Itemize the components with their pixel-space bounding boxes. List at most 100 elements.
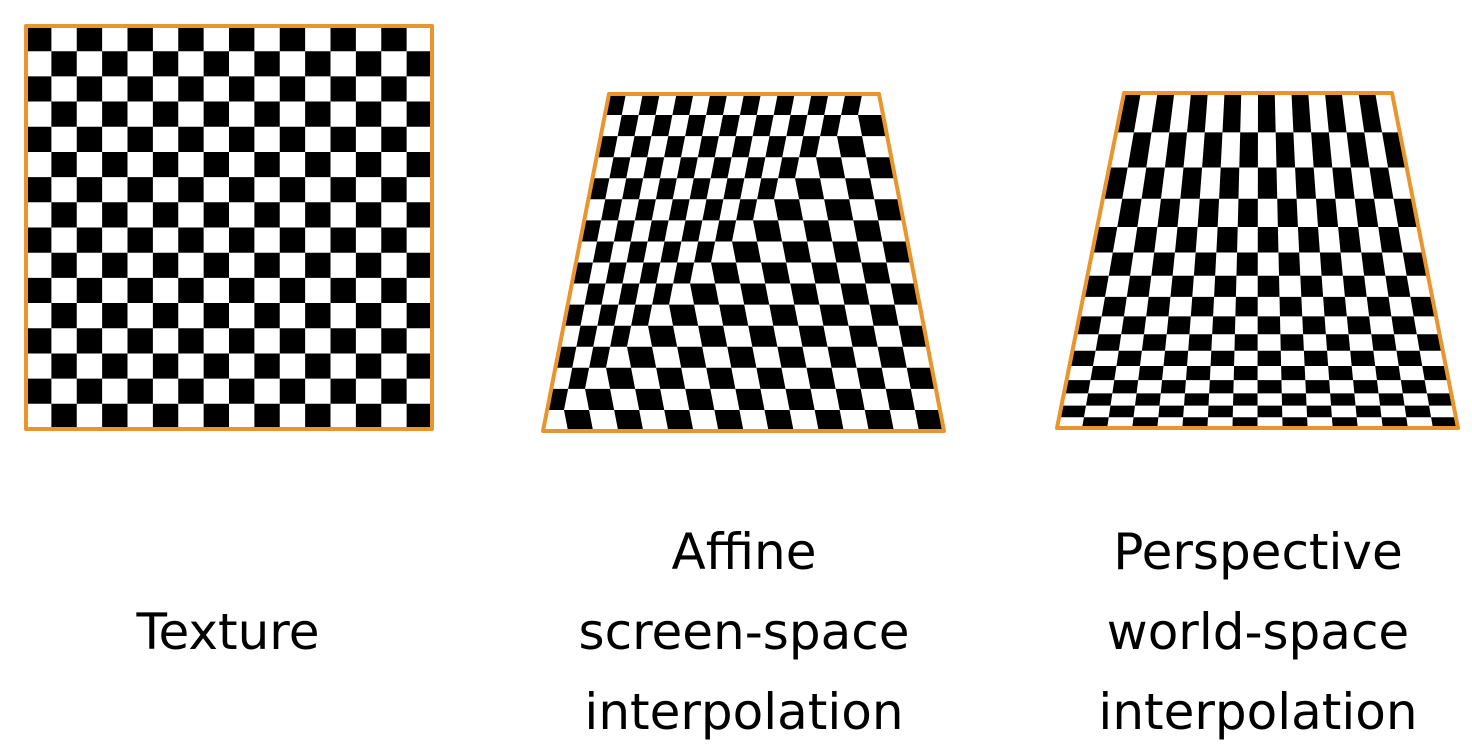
affine-dark-square <box>668 199 690 221</box>
texture-dark-square <box>355 202 382 228</box>
perspective-dark-square <box>1134 393 1161 406</box>
affine-caption: Affine screen-space interpolation <box>543 512 945 752</box>
texture-dark-square <box>355 403 382 429</box>
perspective-dark-square <box>1075 316 1102 335</box>
affine-dark-square <box>718 115 740 137</box>
texture-dark-square <box>330 378 356 404</box>
perspective-dark-square <box>1431 417 1458 428</box>
texture-dark-square <box>279 76 306 102</box>
texture-dark-square <box>203 202 229 228</box>
affine-dark-square <box>589 346 611 368</box>
perspective-dark-square <box>1239 132 1258 168</box>
affine-dark-square <box>597 304 619 326</box>
affine-dark-square <box>655 178 677 200</box>
perspective-dark-square <box>1174 227 1198 253</box>
texture-dark-square <box>305 202 331 228</box>
texture-dark-square <box>229 328 255 354</box>
texture-dark-square <box>127 76 153 102</box>
perspective-dark-square <box>1282 417 1308 428</box>
affine-dark-square <box>764 409 794 431</box>
perspective-dark-square <box>1219 167 1240 199</box>
affine-dark-square <box>744 157 766 179</box>
texture-dark-square <box>305 303 331 329</box>
texture-dark-square <box>203 51 229 77</box>
texture-dark-square <box>406 252 432 278</box>
perspective-dark-square <box>1422 365 1449 381</box>
texture-dark-square <box>127 378 153 404</box>
affine-dark-square <box>681 220 703 242</box>
texture-dark-square <box>355 101 382 127</box>
affine-dark-square <box>664 409 694 431</box>
affine-dark-square <box>617 115 639 137</box>
texture-dark-square <box>178 76 204 102</box>
affine-dark-square <box>811 262 841 284</box>
affine-dark-square <box>727 346 757 368</box>
affine-dark-square <box>547 388 569 410</box>
texture-dark-square <box>127 126 153 152</box>
perspective-dark-square <box>1385 275 1411 297</box>
texture-dark-square <box>330 227 356 253</box>
perspective-dark-square <box>1126 275 1152 297</box>
texture-dark-square <box>102 51 128 77</box>
affine-dark-square <box>848 325 878 347</box>
affine-dark-square <box>606 367 636 389</box>
affine-dark-square <box>635 388 665 410</box>
texture-dark-square <box>152 51 179 77</box>
perspective-dark-square <box>1095 334 1122 351</box>
affine-caption-line-3: interpolation <box>584 683 904 741</box>
affine-dark-square <box>748 325 778 347</box>
affine-dark-square <box>634 199 656 221</box>
affine-dark-square <box>756 367 786 389</box>
perspective-dark-square <box>1366 296 1392 317</box>
perspective-dark-square <box>1281 365 1306 381</box>
perspective-dark-square <box>1216 227 1238 253</box>
perspective-dark-square <box>1133 227 1158 253</box>
perspective-caption-line-1: Perspective <box>1113 523 1403 581</box>
affine-dark-square <box>596 136 618 158</box>
texture-dark-square <box>305 51 331 77</box>
affine-dark-square <box>861 262 891 284</box>
affine-dark-square <box>706 94 728 116</box>
texture-dark-square <box>381 126 407 152</box>
perspective-dark-square <box>1355 405 1382 418</box>
texture-dark-square <box>229 76 255 102</box>
affine-dark-square <box>782 241 812 263</box>
perspective-dark-square <box>1391 316 1417 335</box>
perspective-dark-square <box>1400 380 1427 394</box>
affine-dark-square <box>585 388 615 410</box>
perspective-dark-square <box>1082 417 1109 428</box>
affine-dark-square <box>735 388 765 410</box>
affine-dark-square <box>580 220 602 242</box>
perspective-dark-square <box>1361 252 1386 276</box>
affine-dark-square <box>626 241 648 263</box>
perspective-dark-square <box>1371 334 1397 351</box>
affine-dark-square <box>877 346 907 368</box>
affine-checkerboard <box>541 92 946 433</box>
texture-dark-square <box>406 51 432 77</box>
affine-dark-square <box>757 178 779 200</box>
affine-dark-square <box>631 304 653 326</box>
affine-dark-square <box>885 388 915 410</box>
texture-dark-square <box>51 252 77 278</box>
perspective-dark-square <box>1311 132 1333 168</box>
affine-dark-square <box>689 178 711 200</box>
affine-dark-square <box>710 157 732 179</box>
texture-dark-square <box>406 353 432 379</box>
texture-dark-square <box>152 151 179 178</box>
texture-dark-square <box>254 202 280 228</box>
perspective-dark-square <box>1210 350 1235 366</box>
texture-dark-square <box>305 353 331 379</box>
perspective-dark-square <box>1257 275 1280 297</box>
texture-dark-square <box>330 328 356 354</box>
affine-dark-square <box>786 115 808 137</box>
perspective-dark-square <box>1108 252 1134 276</box>
perspective-dark-square <box>1101 296 1127 317</box>
perspective-dark-square <box>1209 380 1234 394</box>
perspective-dark-square <box>1163 350 1189 366</box>
perspective-dark-square <box>1277 198 1298 227</box>
affine-dark-square <box>778 157 800 179</box>
affine-dark-square <box>673 262 695 284</box>
affine-dark-square <box>840 283 870 305</box>
perspective-dark-square <box>1160 380 1186 394</box>
affine-dark-square <box>752 115 774 137</box>
